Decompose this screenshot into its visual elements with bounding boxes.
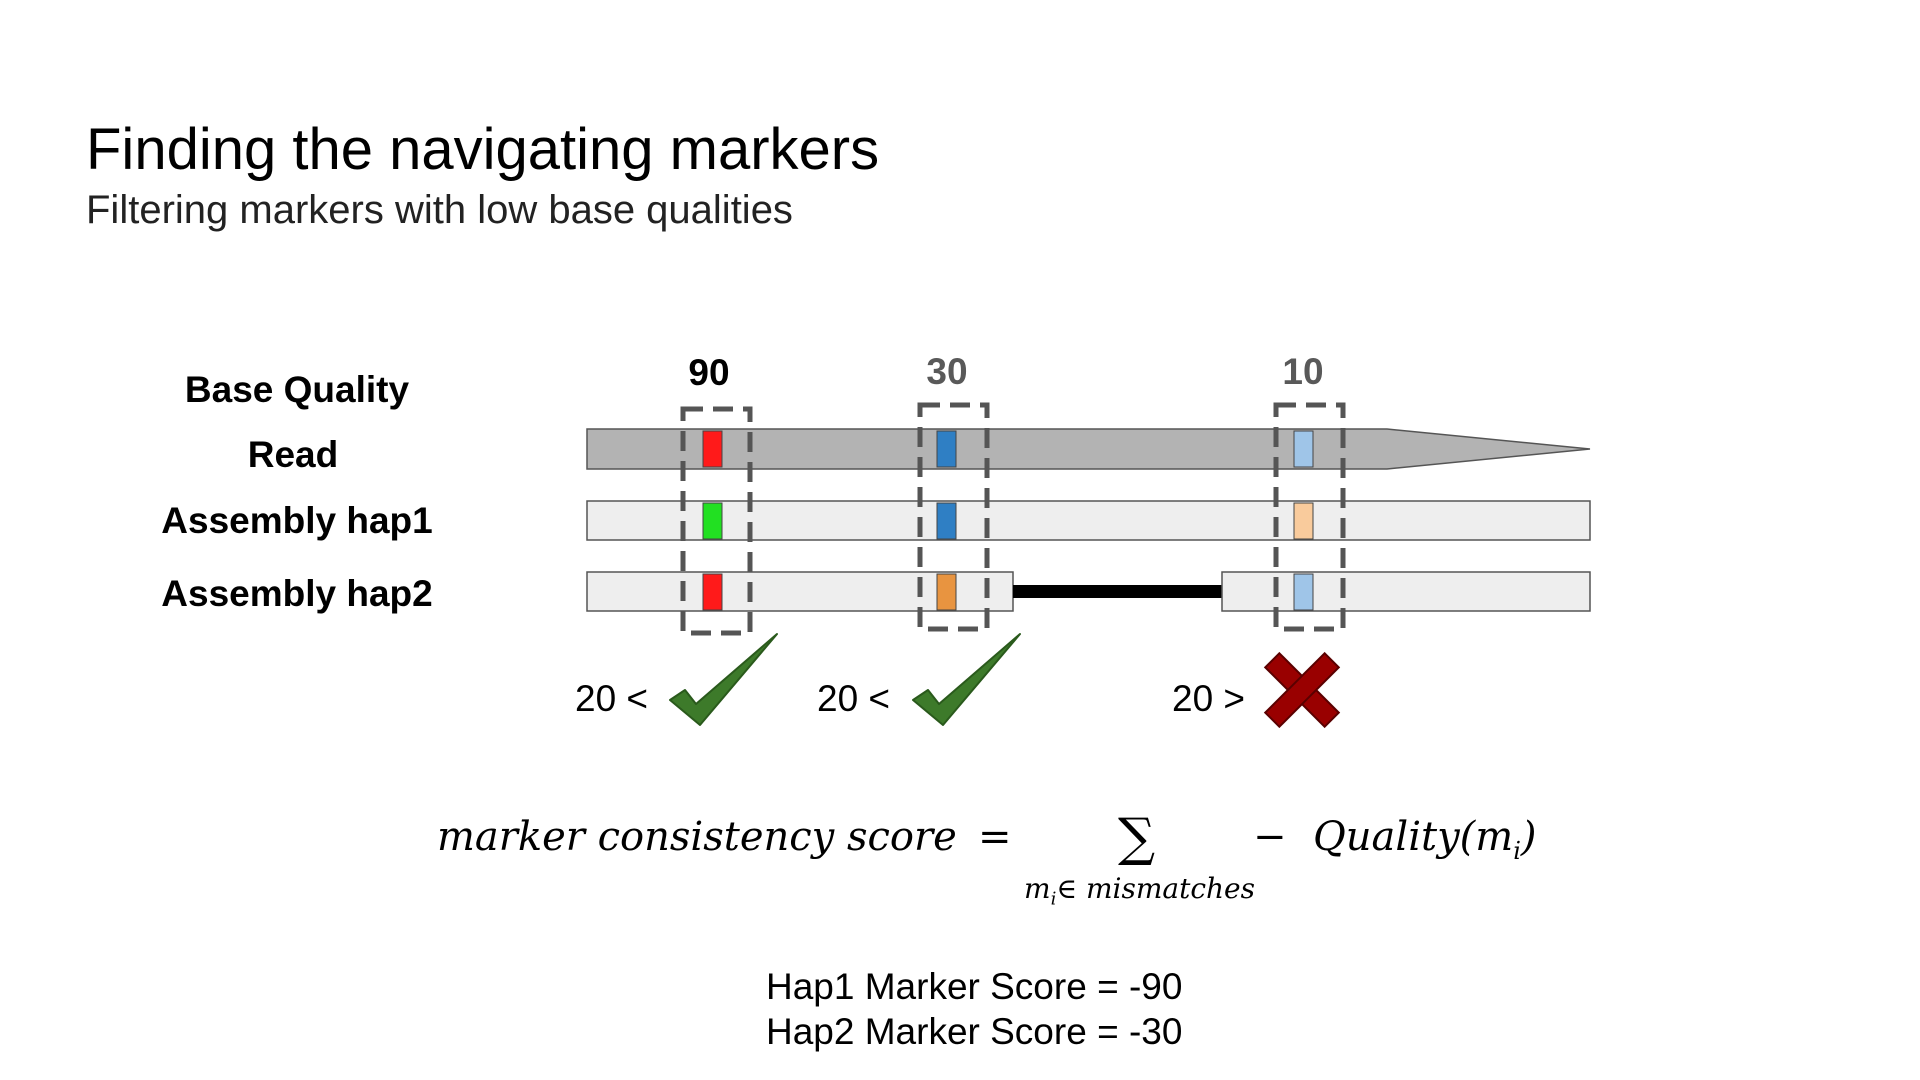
sum-symbol: ∑: [1118, 808, 1156, 868]
check-icon: [669, 633, 778, 726]
hap1-label: Assembly hap1: [161, 500, 433, 541]
hap2-marker-2: [936, 573, 957, 611]
read-label: Read: [247, 434, 339, 475]
read-marker-3: [1293, 430, 1314, 468]
sum-subscript: mi∈ mismatches: [1024, 872, 1255, 910]
threshold-comparison-1: 20 <: [575, 678, 649, 719]
marker-scores: Hap1 Marker Score = -90 Hap2 Marker Scor…: [766, 964, 1182, 1054]
base-quality-label: Base Quality: [184, 369, 410, 410]
quality-value-marker-1: 90: [688, 352, 730, 393]
quality-term: Quality(m: [1313, 814, 1514, 860]
sum-subscript-var: m: [1024, 872, 1051, 905]
hap1-marker-1: [702, 502, 723, 540]
hap2-bar-right: [1221, 571, 1591, 612]
hap2-marker-1: [702, 573, 723, 611]
threshold-comparison-3: 20 >: [1172, 678, 1246, 719]
formula-equals: =: [978, 814, 1012, 860]
cross-icon: [1263, 651, 1341, 729]
read-marker-2: [936, 430, 957, 468]
quality-value-marker-3: 10: [1282, 351, 1324, 392]
formula-term: Quality(mi): [1313, 814, 1537, 865]
marker-2-highlight-box: [917, 402, 990, 632]
hap1-score: Hap1 Marker Score = -90: [766, 966, 1183, 1007]
read-marker-1: [702, 430, 723, 468]
sum-subscript-index: i: [1050, 888, 1057, 910]
formula-lhs: marker consistency score: [437, 814, 957, 860]
threshold-comparison-2: 20 <: [817, 678, 891, 719]
marker-1-highlight-box: [680, 406, 753, 636]
hap2-label: Assembly hap2: [161, 573, 433, 614]
quality-term-index: i: [1513, 837, 1521, 865]
hap1-marker-3: [1293, 502, 1314, 540]
marker-3-highlight-box: [1273, 402, 1346, 632]
quality-value-marker-2: 30: [926, 351, 968, 392]
hap2-marker-3: [1293, 573, 1314, 611]
slide-subtitle: Filtering markers with low base qualitie…: [86, 188, 793, 232]
hap1-bar: [586, 500, 1591, 541]
read-bar: [586, 428, 1591, 470]
formula-minus: −: [1253, 814, 1287, 860]
sum-subscript-rest: ∈ mismatches: [1056, 872, 1255, 905]
hap2-score: Hap2 Marker Score = -30: [766, 1011, 1183, 1052]
slide-title: Finding the navigating markers: [86, 117, 880, 182]
check-icon: [912, 633, 1021, 726]
hap2-deletion-gap: [1013, 585, 1222, 598]
quality-term-close: ): [1520, 814, 1537, 860]
hap1-marker-2: [936, 502, 957, 540]
